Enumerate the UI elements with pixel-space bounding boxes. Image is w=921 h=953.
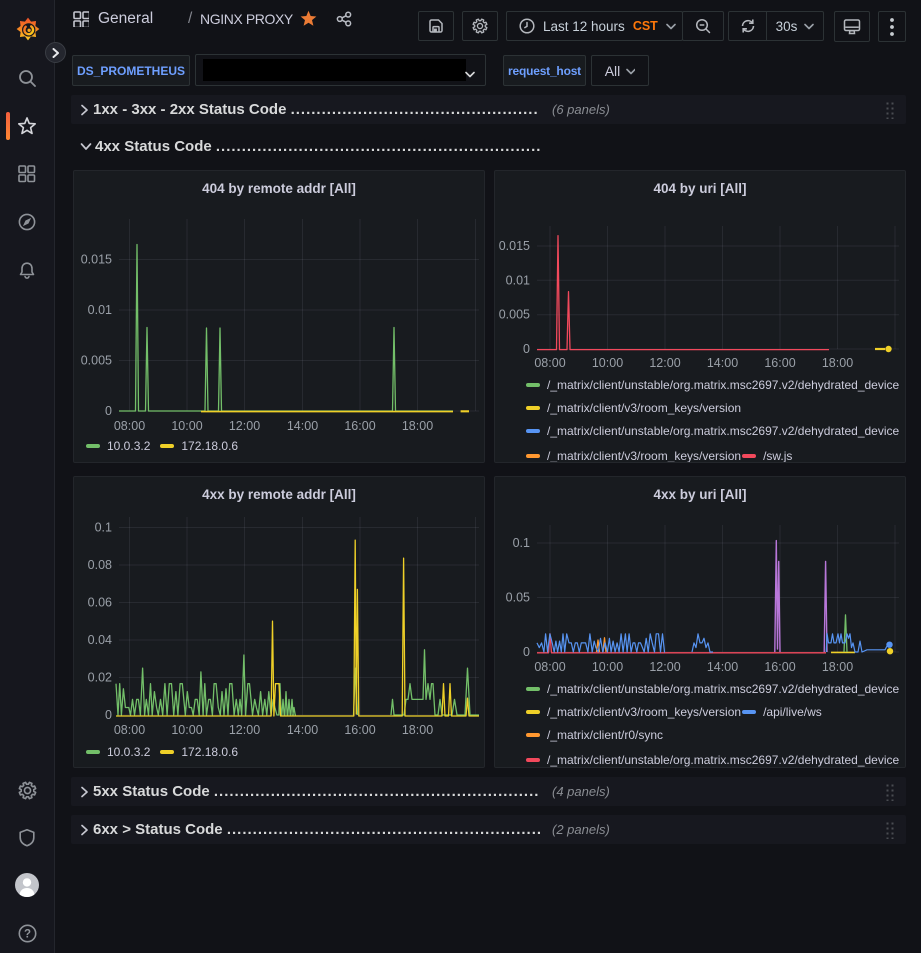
svg-text:08:00: 08:00 — [114, 723, 145, 737]
svg-text:0.015: 0.015 — [499, 239, 530, 253]
svg-text:0: 0 — [523, 342, 530, 356]
svg-text:18:00: 18:00 — [402, 419, 433, 433]
svg-text:14:00: 14:00 — [707, 356, 738, 370]
svg-text:0.015: 0.015 — [81, 253, 112, 267]
svg-text:12:00: 12:00 — [229, 723, 260, 737]
svg-text:0.05: 0.05 — [506, 591, 530, 605]
svg-text:14:00: 14:00 — [287, 419, 318, 433]
svg-text:0.01: 0.01 — [506, 273, 530, 287]
svg-text:?: ? — [24, 929, 31, 941]
svg-text:18:00: 18:00 — [822, 660, 853, 674]
svg-text:18:00: 18:00 — [822, 356, 853, 370]
svg-text:0.08: 0.08 — [88, 558, 112, 572]
svg-text:0.005: 0.005 — [81, 354, 112, 368]
svg-text:0.04: 0.04 — [88, 633, 112, 647]
svg-text:10:00: 10:00 — [592, 660, 623, 674]
svg-text:0.06: 0.06 — [88, 596, 112, 610]
svg-text:0.1: 0.1 — [95, 521, 112, 535]
svg-text:16:00: 16:00 — [344, 419, 375, 433]
svg-text:14:00: 14:00 — [707, 660, 738, 674]
svg-text:12:00: 12:00 — [649, 660, 680, 674]
svg-text:0.1: 0.1 — [513, 536, 530, 550]
svg-text:12:00: 12:00 — [229, 419, 260, 433]
svg-text:08:00: 08:00 — [534, 660, 565, 674]
svg-text:10:00: 10:00 — [171, 419, 202, 433]
svg-text:10:00: 10:00 — [592, 356, 623, 370]
svg-text:0: 0 — [105, 708, 112, 722]
svg-text:0: 0 — [523, 645, 530, 659]
svg-text:0.005: 0.005 — [499, 308, 530, 322]
svg-text:14:00: 14:00 — [287, 723, 318, 737]
svg-text:16:00: 16:00 — [764, 660, 795, 674]
svg-text:16:00: 16:00 — [344, 723, 375, 737]
svg-text:0.02: 0.02 — [88, 671, 112, 685]
svg-text:0: 0 — [105, 404, 112, 418]
svg-text:08:00: 08:00 — [114, 419, 145, 433]
svg-text:12:00: 12:00 — [649, 356, 680, 370]
svg-text:08:00: 08:00 — [534, 356, 565, 370]
svg-text:0.01: 0.01 — [88, 303, 112, 317]
svg-text:18:00: 18:00 — [402, 723, 433, 737]
svg-text:16:00: 16:00 — [764, 356, 795, 370]
svg-text:10:00: 10:00 — [171, 723, 202, 737]
